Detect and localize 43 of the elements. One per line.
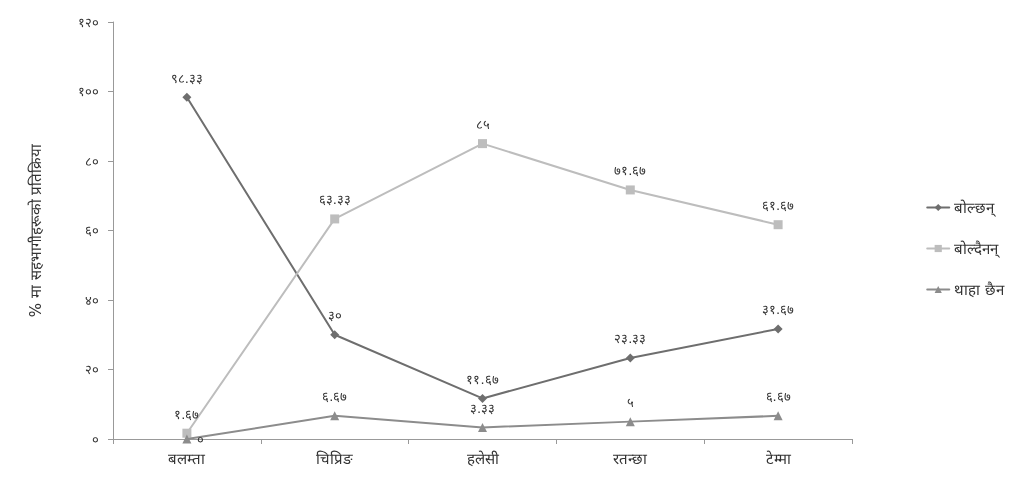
data-label: ३१.६७ bbox=[762, 302, 795, 318]
point bbox=[182, 428, 192, 438]
x-tick-label: रतन्छा bbox=[613, 449, 649, 468]
x-tick-label: बलम्ता bbox=[168, 449, 207, 468]
y-tick-label: ८० bbox=[85, 153, 99, 169]
y-tick-label: २० bbox=[85, 362, 99, 377]
point bbox=[773, 220, 783, 230]
data-label: ६.६७ bbox=[322, 389, 348, 405]
point bbox=[478, 422, 487, 432]
x-tick-label: चिप्रिङ bbox=[316, 449, 354, 468]
data-label: ११.६७ bbox=[466, 371, 499, 387]
y-axis-title: % मा सहभागीहरूको प्रतिक्रिया bbox=[26, 142, 45, 318]
legend-label: बोल्छन् bbox=[954, 198, 997, 217]
data-label: १.६७ bbox=[174, 406, 200, 422]
data-label: ६१.६७ bbox=[762, 198, 795, 214]
x-tick-label: हलेसी bbox=[466, 449, 500, 468]
x-tick-label: टेम्मा bbox=[765, 449, 792, 468]
point bbox=[625, 353, 635, 363]
point bbox=[182, 434, 192, 444]
data-label: ५ bbox=[626, 395, 634, 411]
point bbox=[330, 330, 340, 340]
data-label: ६.६७ bbox=[765, 389, 791, 405]
point bbox=[625, 185, 635, 195]
point bbox=[773, 324, 783, 334]
y-tick-label: ० bbox=[92, 431, 99, 447]
y-tick-label: ४० bbox=[85, 292, 99, 308]
y-tick-label: ६० bbox=[85, 223, 99, 238]
data-label: ६३.३३ bbox=[318, 192, 351, 208]
legend-label: बोल्दैनन् bbox=[954, 239, 1001, 258]
point bbox=[478, 393, 487, 403]
legend-label: थाहा छैन bbox=[954, 280, 1005, 299]
data-label: ७१.६७ bbox=[614, 163, 647, 179]
data-label: ३० bbox=[327, 308, 342, 324]
data-label: ० bbox=[197, 431, 205, 447]
point bbox=[478, 139, 487, 149]
data-label: ९८.३३ bbox=[170, 70, 203, 86]
y-tick-label: १०० bbox=[78, 84, 99, 99]
data-label: ८५ bbox=[475, 117, 490, 133]
data-label: २३.३३ bbox=[614, 331, 647, 347]
y-tick-label: १२० bbox=[78, 14, 99, 30]
data-label: ३.३३ bbox=[469, 400, 496, 416]
point bbox=[330, 214, 340, 224]
point bbox=[182, 92, 192, 102]
